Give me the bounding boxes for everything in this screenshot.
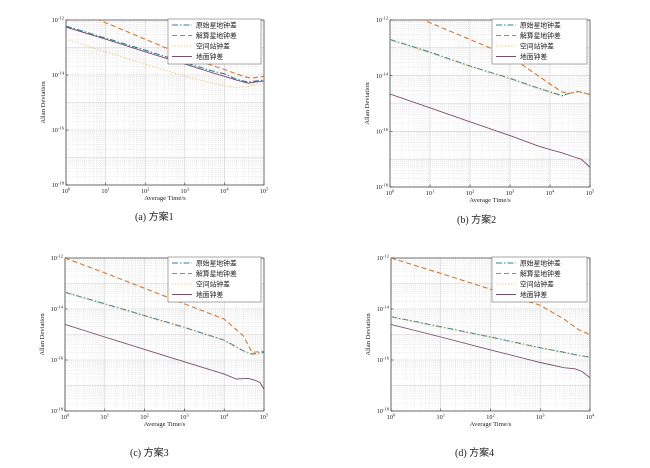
y-tick-label: 10-14: [376, 71, 389, 80]
y-axis-label: Allan Deviation: [39, 313, 46, 356]
y-tick-label: 10-14: [377, 305, 390, 314]
chart-panel-d: 100 101 102 103 104 10-18 10-16 10-14 10-12 Avera…: [365, 254, 595, 428]
caption-a: (a) 方案1: [135, 212, 174, 223]
caption-b: (b) 方案2: [457, 215, 497, 226]
plot-frame: [64, 257, 265, 412]
x-tick-label: 102: [140, 412, 149, 421]
y-tick-label: 10-12: [52, 16, 65, 25]
series-line-2: [96, 20, 264, 79]
plot-frame: [389, 19, 591, 188]
series-line-1: [66, 25, 264, 83]
y-tick-label: 10-14: [51, 305, 64, 314]
x-tick-label: 103: [536, 412, 545, 421]
x-tick-label: 101: [437, 412, 446, 421]
x-tick-label: 101: [101, 412, 110, 421]
x-tick-label: 102: [141, 186, 150, 195]
legend-label: 解算星地钟差: [520, 269, 561, 278]
x-axis-label: Average Time/s: [469, 197, 511, 204]
legend-label: 解算星地钟差: [196, 269, 237, 278]
legend-label: 解算星地钟差: [520, 31, 561, 40]
x-tick-label: 102: [466, 188, 475, 197]
y-axis-label: Allan Deviation: [40, 81, 47, 124]
series-line-2: [65, 258, 264, 353]
y-tick-label: 10-12: [377, 254, 390, 263]
x-tick-label: 105: [260, 186, 269, 195]
series-line-1: [65, 291, 264, 355]
series-line-2: [391, 258, 590, 336]
legend-label: 原始星地钟差: [520, 20, 561, 29]
y-axis-label: Allan Deviation: [365, 313, 372, 356]
y-tick-label: 10-18: [376, 183, 389, 192]
y-tick-label: 10-18: [51, 407, 64, 416]
series-line-4: [65, 323, 264, 390]
legend-label: 地面钟差: [196, 52, 223, 61]
x-tick-label: 100: [386, 188, 395, 197]
caption-c: (c) 方案3: [130, 448, 169, 459]
x-tick-label: 105: [586, 188, 595, 197]
x-tick-label: 100: [387, 412, 396, 421]
series-line-2: [421, 20, 590, 96]
legend-label: 空间站钟差: [196, 41, 230, 50]
plot-frame: [65, 19, 265, 186]
series-line-3: [390, 39, 590, 97]
x-tick-label: 104: [586, 412, 595, 421]
x-tick-label: 103: [506, 188, 515, 197]
series-line-1: [391, 316, 590, 358]
x-tick-label: 101: [426, 188, 435, 197]
x-axis-label: Average Time/s: [144, 421, 186, 428]
legend-label: 原始星地钟差: [520, 258, 561, 267]
y-tick-label: 10-16: [377, 356, 390, 365]
chart-panel-b: 100 101 102 103 104 105 10-18 10-16 10-14 10-12 Av…: [364, 16, 595, 204]
legend-label: 空间站钟差: [520, 279, 554, 288]
legend-label: 地面钟差: [196, 290, 223, 299]
y-tick-label: 10-14: [52, 71, 65, 80]
legend-label: 空间站钟差: [520, 41, 554, 50]
y-tick-label: 10-18: [52, 181, 65, 190]
x-axis-label: Average Time/s: [144, 195, 186, 202]
x-tick-label: 102: [486, 412, 495, 421]
y-tick-label: 10-16: [51, 356, 64, 365]
series-line-3: [65, 292, 264, 356]
caption-d: (d) 方案4: [455, 448, 495, 459]
x-tick-label: 100: [61, 412, 70, 421]
legend-label: 地面钟差: [520, 290, 547, 299]
x-axis-label: Average Time/s: [470, 421, 512, 428]
legend-label: 原始星地钟差: [196, 258, 237, 267]
x-tick-label: 101: [101, 186, 110, 195]
legend-label: 原始星地钟差: [196, 20, 237, 29]
x-tick-label: 104: [546, 188, 555, 197]
x-tick-label: 105: [260, 412, 269, 421]
legend-label: 空间站钟差: [196, 279, 230, 288]
legend-label: 解算星地钟差: [196, 31, 237, 40]
x-tick-label: 100: [62, 186, 71, 195]
series-line-3: [66, 38, 264, 89]
x-tick-label: 103: [181, 186, 190, 195]
x-tick-label: 104: [220, 186, 229, 195]
x-tick-label: 104: [220, 412, 229, 421]
chart-panel-c: 100 101 102 103 104 105 10-18 10-16 10-14 10-12 Av…: [39, 254, 269, 428]
chart-panel-a: 100 101 102 103 104 105 10-18 10-16 10-14 10-12 Av…: [40, 16, 269, 202]
y-tick-label: 10-16: [52, 126, 65, 135]
legend-label: 地面钟差: [520, 52, 547, 61]
series-line-4: [390, 93, 590, 168]
x-tick-label: 103: [180, 412, 189, 421]
y-tick-label: 10-18: [377, 407, 390, 416]
y-tick-label: 10-12: [376, 16, 389, 25]
y-tick-label: 10-16: [376, 127, 389, 136]
series-line-4: [66, 26, 264, 84]
y-tick-label: 10-12: [51, 254, 64, 263]
y-axis-label: Allan Deviation: [364, 82, 371, 125]
series-line-4: [391, 323, 590, 379]
